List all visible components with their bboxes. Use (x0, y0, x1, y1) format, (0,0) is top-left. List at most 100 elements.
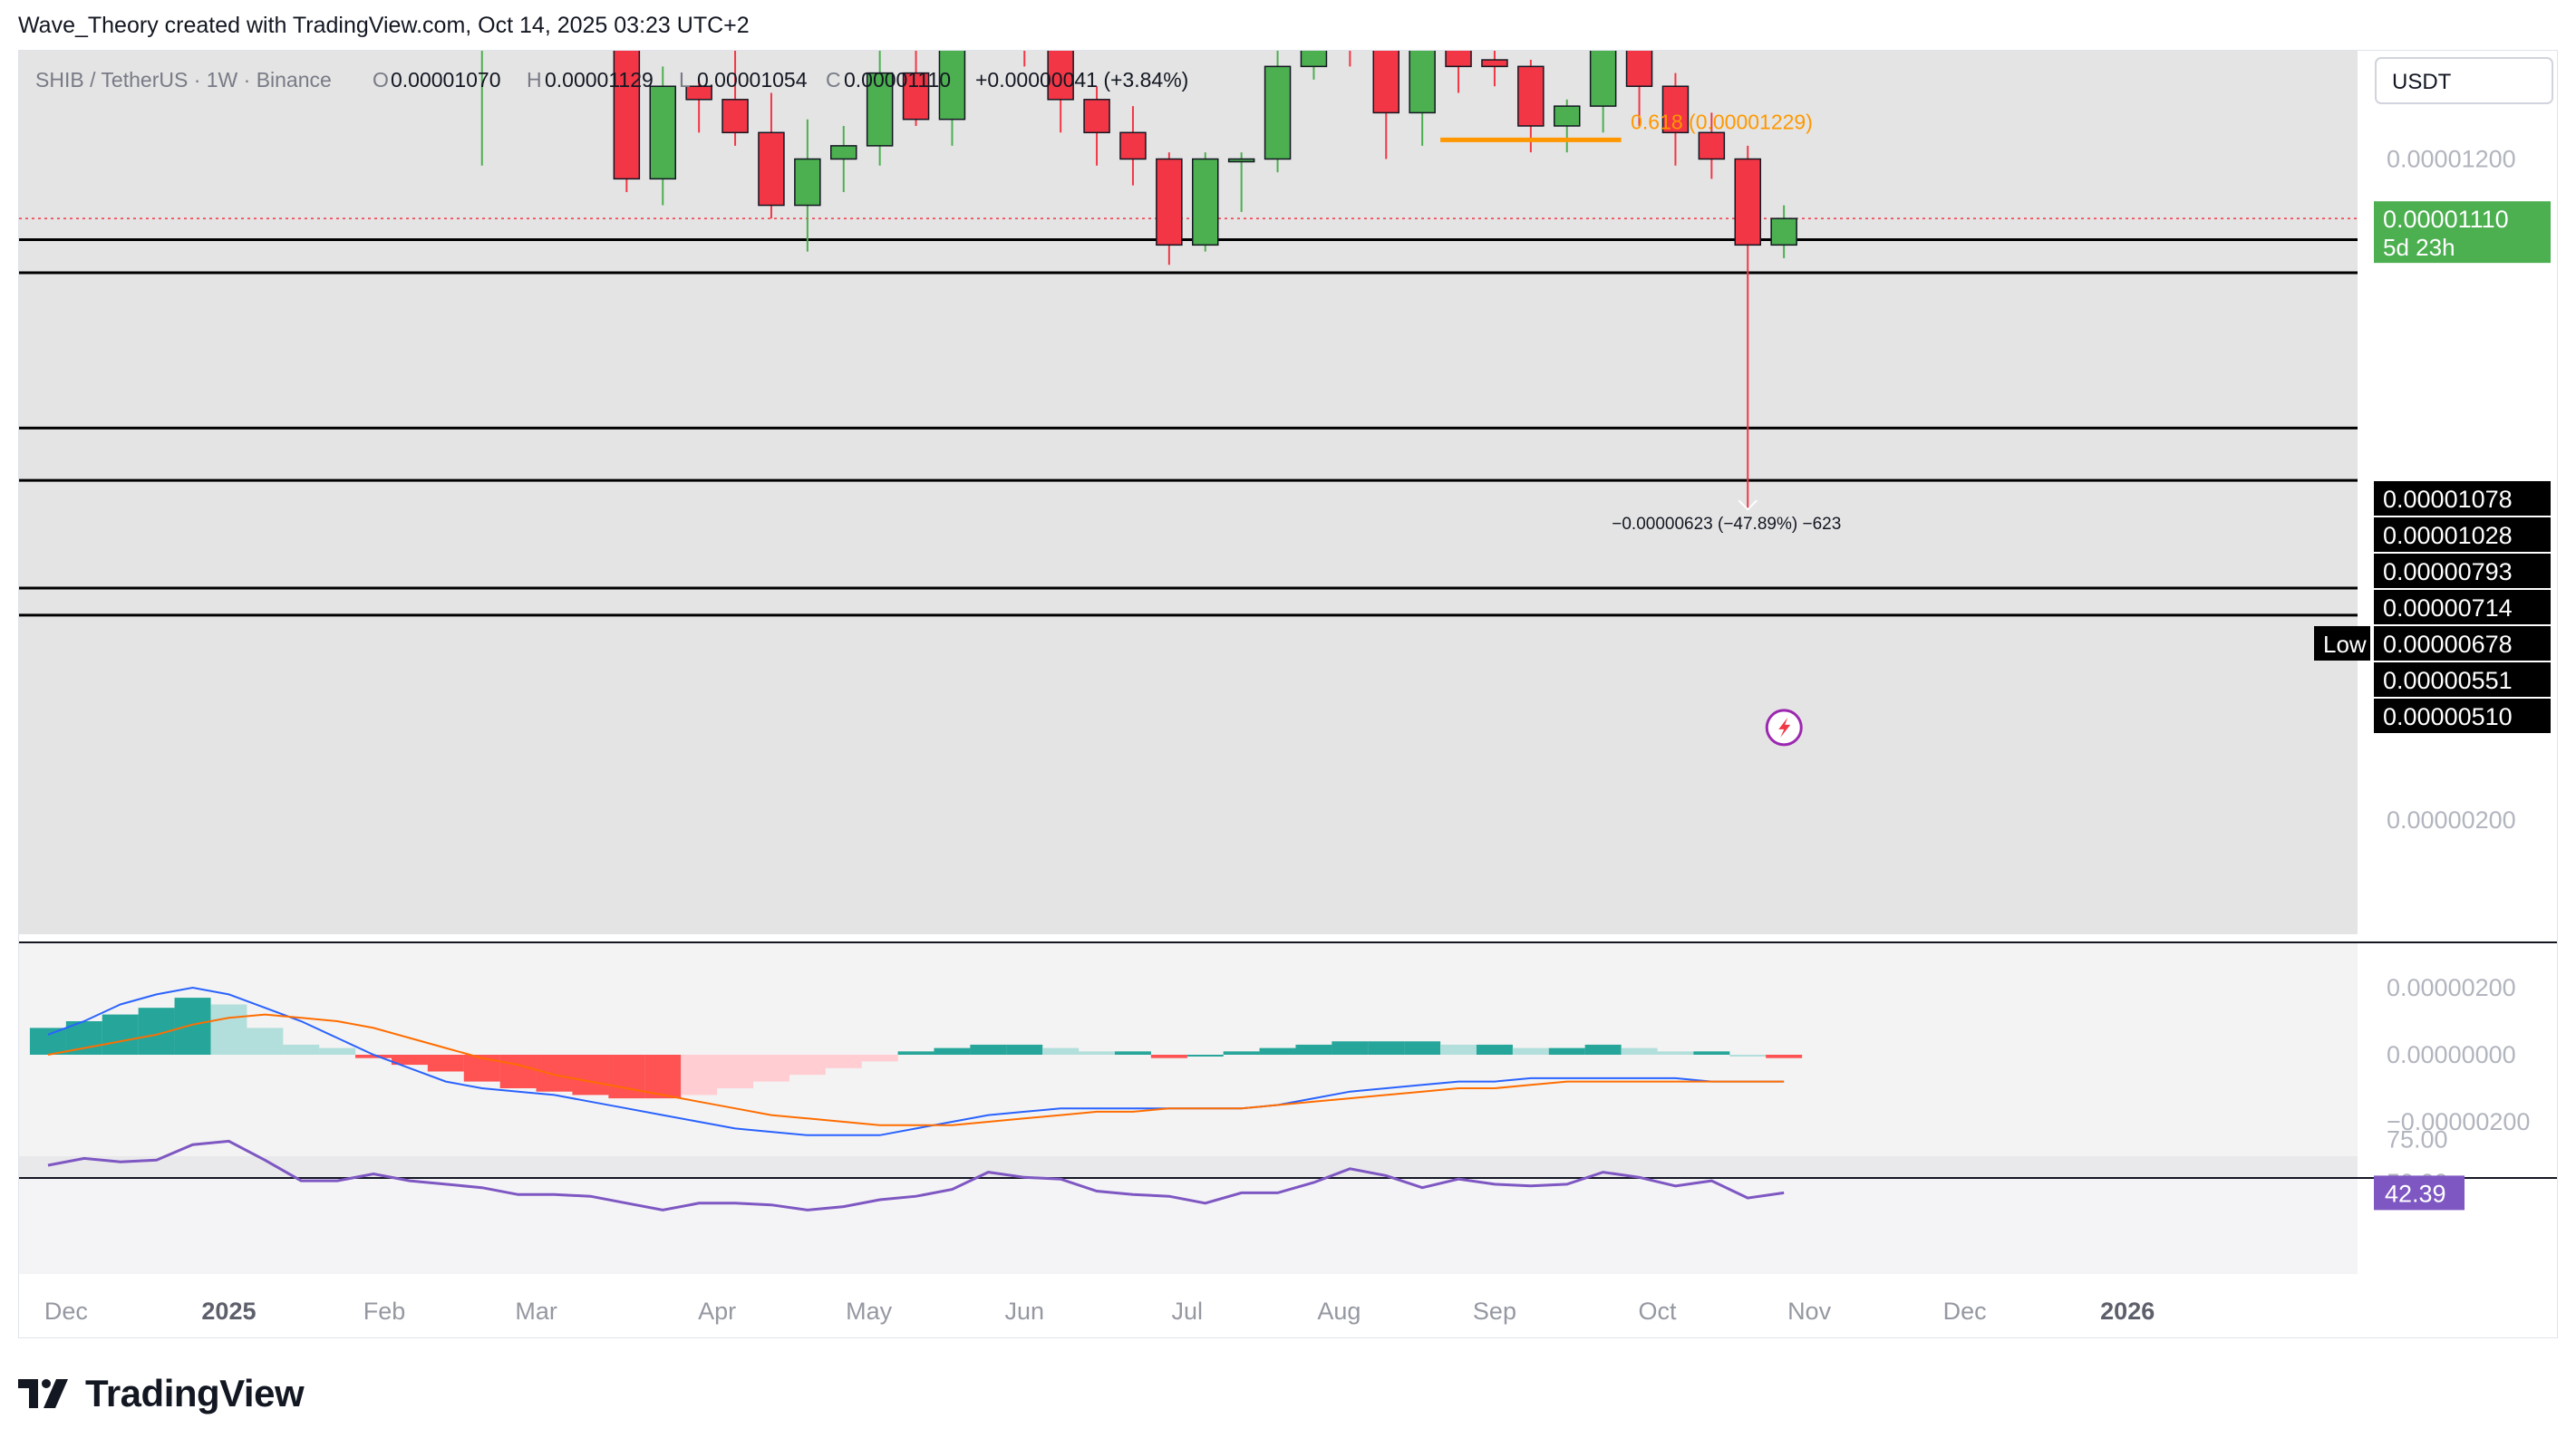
macd-histogram-bar (572, 1055, 609, 1096)
candle-body[interactable] (1192, 158, 1219, 246)
time-axis-label: Jun (1004, 1298, 1044, 1325)
macd-histogram-bar (319, 1047, 356, 1055)
price-pane-background (19, 51, 2358, 934)
macd-histogram-bar (934, 1047, 971, 1055)
price-tag-black[interactable] (2374, 554, 2551, 588)
time-axis-label: Jul (1172, 1298, 1204, 1325)
candle-body[interactable] (1481, 59, 1508, 68)
candle-body[interactable] (1227, 158, 1255, 163)
macd-histogram-bar (1512, 1047, 1549, 1055)
price-tag-black[interactable] (2374, 590, 2551, 624)
legend-low_label: L (679, 68, 691, 92)
macd-histogram-bar (174, 998, 211, 1055)
rsi-value-label: 42.39 (2385, 1180, 2446, 1207)
time-axis-label: Dec (1943, 1298, 1987, 1325)
candle-body[interactable] (1300, 51, 1328, 68)
macd-histogram-bar (1368, 1041, 1405, 1055)
price-axis-tick: 0.00001200 (2387, 145, 2516, 172)
macd-histogram-bar (1404, 1041, 1441, 1055)
time-axis-label: Feb (363, 1298, 406, 1325)
price-tag-value: 0.00000793 (2383, 558, 2513, 585)
candle-body[interactable] (1445, 51, 1472, 68)
macd-axis-tick: 0.00000200 (2387, 974, 2516, 1001)
candle-body[interactable] (1156, 158, 1183, 246)
rsi-value-tag[interactable] (2374, 1175, 2465, 1211)
macd-histogram-bar (681, 1055, 718, 1096)
price-tag-black[interactable] (2374, 517, 2551, 552)
macd-histogram-bar (825, 1055, 862, 1068)
candle-body[interactable] (1083, 99, 1110, 134)
price-tag-value: 0.00000551 (2383, 667, 2513, 694)
macd-histogram-bar (1548, 1047, 1585, 1055)
macd-histogram-bar (1259, 1047, 1296, 1055)
price-tag-value: 0.00001028 (2383, 522, 2513, 549)
macd-histogram-bar (970, 1044, 1007, 1055)
candle-body[interactable] (1264, 65, 1292, 160)
candle-body[interactable] (649, 85, 676, 180)
candle-body[interactable] (1661, 85, 1690, 134)
chart-canvas[interactable]: 0.65 (0.00002524)0.618 (0.00002449)0.382… (19, 51, 2557, 1337)
candle-body[interactable] (1517, 65, 1545, 127)
measure-label: −0.00000623 (−47.89%) −623 (1612, 515, 1841, 534)
rsi-pane-background (19, 1179, 2358, 1274)
candle-body[interactable] (1734, 158, 1761, 246)
price-tag-black[interactable] (2374, 481, 2551, 516)
currency-button[interactable] (2375, 57, 2553, 104)
time-axis-label: Oct (1638, 1298, 1677, 1325)
macd-histogram-bar (463, 1055, 500, 1082)
currency-button-label: USDT (2392, 70, 2452, 94)
candle-body[interactable] (938, 51, 966, 121)
candle-body[interactable] (613, 51, 641, 180)
candle-body[interactable] (794, 158, 821, 207)
time-axis-label: Sep (1473, 1298, 1516, 1325)
macd-histogram-bar (427, 1055, 464, 1072)
candle-body[interactable] (1554, 105, 1581, 127)
candle-body[interactable] (866, 72, 894, 147)
macd-histogram-bar (1621, 1047, 1658, 1055)
macd-histogram-bar (1150, 1055, 1187, 1058)
macd-line[interactable] (47, 986, 1785, 1136)
candle-body[interactable] (1372, 51, 1399, 114)
macd-histogram-bar (1114, 1051, 1151, 1055)
candle-body[interactable] (1119, 131, 1147, 160)
legend-change: +0.00000041 (+3.84%) (975, 68, 1188, 92)
macd-histogram-bar (1332, 1041, 1369, 1055)
macd-histogram-bar (355, 1055, 392, 1058)
candle-body[interactable] (902, 72, 930, 121)
candle-body[interactable] (1409, 51, 1436, 114)
macd-histogram-bar (789, 1055, 826, 1076)
time-axis-label: Apr (698, 1298, 736, 1325)
price-axis-tick: 0.00000200 (2387, 806, 2516, 834)
candle-body[interactable] (685, 85, 712, 101)
candle-body[interactable] (1770, 217, 1797, 246)
price-tag-black[interactable] (2374, 699, 2551, 733)
price-tag-black[interactable] (2374, 626, 2551, 661)
candle-body[interactable] (1698, 131, 1726, 160)
candle-body[interactable] (830, 145, 857, 160)
candle-body[interactable] (1047, 51, 1074, 101)
macd-histogram-bar (1440, 1044, 1477, 1055)
macd-histogram-bar (65, 1021, 102, 1055)
tradingview-logo: TradingView (18, 1368, 305, 1419)
candle-body[interactable] (721, 99, 749, 134)
time-axis-label: 2026 (2100, 1298, 2155, 1325)
chart-frame: 0.65 (0.00002524)0.618 (0.00002449)0.382… (18, 50, 2558, 1338)
low-tag (2314, 626, 2370, 661)
bolt-glyph (1778, 717, 1791, 738)
time-axis-label: Dec (44, 1298, 88, 1325)
macd-histogram-bar (1657, 1051, 1694, 1055)
macd-histogram-bar (536, 1055, 573, 1092)
macd-histogram-bar (644, 1055, 682, 1099)
macd-histogram-bar (608, 1055, 645, 1099)
candle-body[interactable] (1589, 51, 1617, 107)
price-tag-black[interactable] (2374, 662, 2551, 697)
candle-body[interactable] (758, 131, 785, 207)
candle-body[interactable] (1625, 51, 1653, 87)
macd-histogram-bar (1042, 1047, 1080, 1055)
price-tag-value: 0.00001078 (2383, 486, 2513, 513)
price-tag-price[interactable] (2374, 201, 2551, 264)
legend-open: 0.00001070 (391, 68, 501, 92)
rsi-line[interactable] (47, 1139, 1785, 1211)
macd-histogram-bar (210, 1004, 247, 1055)
macd-signal-line[interactable] (47, 1013, 1785, 1126)
